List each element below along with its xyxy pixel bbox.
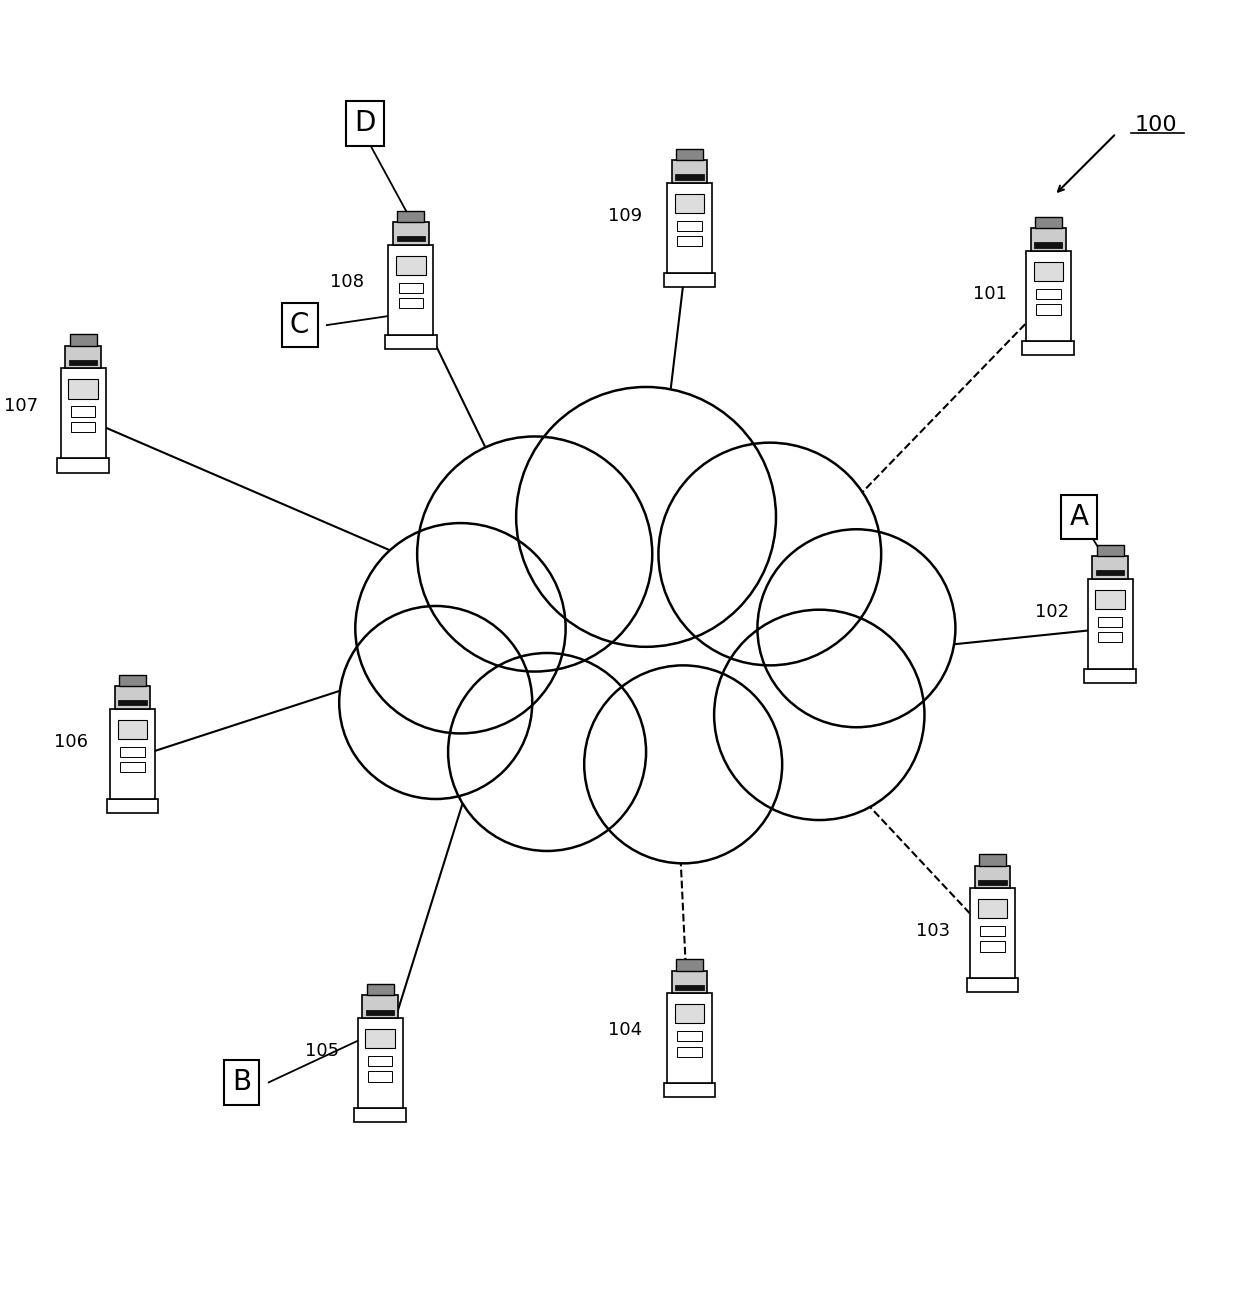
Bar <box>386 334 436 349</box>
Text: 108: 108 <box>330 273 363 291</box>
Text: C: C <box>290 311 309 340</box>
Bar <box>667 994 712 1083</box>
Circle shape <box>658 443 882 665</box>
Text: 101: 101 <box>973 285 1007 303</box>
Bar <box>677 1046 702 1057</box>
Bar <box>677 1032 702 1041</box>
Bar <box>676 985 703 990</box>
Text: 104: 104 <box>608 1021 642 1040</box>
Bar <box>975 866 1011 888</box>
Bar <box>367 1071 392 1081</box>
Bar <box>675 1004 704 1024</box>
Bar <box>355 1107 405 1122</box>
Bar <box>118 720 148 739</box>
Bar <box>1023 341 1074 355</box>
Text: 102: 102 <box>1035 603 1069 622</box>
Circle shape <box>714 610 925 820</box>
Bar <box>120 747 145 757</box>
Bar <box>1025 251 1070 341</box>
Bar <box>398 298 423 308</box>
Bar <box>69 334 97 346</box>
Bar <box>398 282 423 293</box>
Bar <box>675 193 704 213</box>
Bar <box>398 210 424 222</box>
Bar <box>110 709 155 799</box>
Bar <box>119 674 146 686</box>
Bar <box>1092 556 1127 579</box>
Bar <box>980 942 1004 952</box>
Bar <box>1034 243 1063 248</box>
Text: 103: 103 <box>916 922 950 940</box>
Bar <box>672 161 707 183</box>
Circle shape <box>584 665 782 863</box>
Text: 105: 105 <box>305 1042 339 1060</box>
Bar <box>393 222 429 244</box>
Bar <box>672 970 707 994</box>
Bar <box>107 799 159 812</box>
Bar <box>118 700 146 705</box>
Bar <box>120 761 145 772</box>
Bar <box>667 183 712 273</box>
Bar <box>970 888 1016 978</box>
Bar <box>397 256 425 274</box>
Circle shape <box>758 529 955 727</box>
Bar <box>1084 669 1136 683</box>
Bar <box>1035 304 1060 315</box>
Bar <box>980 926 1004 936</box>
Text: 100: 100 <box>1135 115 1178 135</box>
Bar <box>676 959 703 970</box>
Circle shape <box>417 436 652 671</box>
Bar <box>69 360 97 366</box>
Bar <box>1097 616 1122 627</box>
Bar <box>362 995 398 1017</box>
Bar <box>978 899 1007 918</box>
Text: B: B <box>232 1068 250 1096</box>
Circle shape <box>448 653 646 852</box>
Text: 107: 107 <box>4 397 38 414</box>
Circle shape <box>340 606 532 799</box>
Bar <box>663 273 715 287</box>
Text: 109: 109 <box>608 208 642 225</box>
Bar <box>1030 229 1066 251</box>
Bar <box>1096 571 1125 576</box>
Bar <box>1034 217 1061 229</box>
Bar <box>397 236 425 242</box>
Bar <box>367 1057 392 1066</box>
Bar <box>71 406 95 417</box>
Bar <box>1087 579 1132 669</box>
Bar <box>115 686 150 709</box>
Bar <box>677 221 702 231</box>
Bar <box>1095 589 1125 609</box>
Bar <box>1096 545 1123 556</box>
Bar <box>663 1083 715 1097</box>
Bar <box>366 1010 394 1015</box>
Bar <box>367 983 393 995</box>
Bar <box>68 379 98 398</box>
Bar <box>357 1017 403 1107</box>
Circle shape <box>356 524 565 734</box>
Bar <box>1097 632 1122 643</box>
Bar <box>57 458 109 473</box>
Bar <box>676 175 703 179</box>
Bar <box>366 1029 394 1049</box>
Bar <box>677 236 702 247</box>
Bar <box>676 149 703 161</box>
Bar <box>61 368 105 458</box>
Bar <box>66 346 100 368</box>
Bar <box>967 978 1018 993</box>
Bar <box>388 244 434 334</box>
Bar <box>1034 261 1063 281</box>
Bar <box>980 854 1006 866</box>
Text: D: D <box>355 110 376 137</box>
Text: 106: 106 <box>53 733 88 751</box>
Bar <box>1035 289 1060 299</box>
Bar <box>71 422 95 432</box>
Circle shape <box>516 387 776 646</box>
Text: A: A <box>1070 503 1089 532</box>
Bar <box>978 880 1007 885</box>
